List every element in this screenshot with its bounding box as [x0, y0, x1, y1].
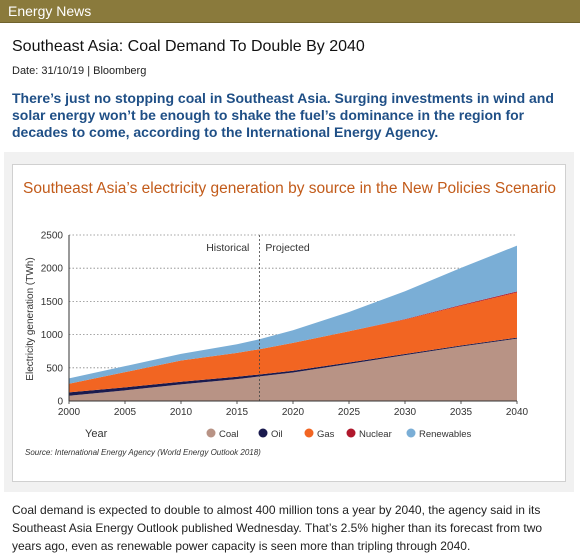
header-bar: Energy News — [0, 0, 580, 23]
legend-swatch-coal — [206, 428, 216, 438]
axis-layer: 0 500 1000 1500 2000 2500 Historical Projected 2… — [41, 231, 529, 419]
y-tick-label: 0 — [57, 397, 63, 408]
chart-card: Southeast Asia’s electricity generation … — [12, 164, 566, 482]
x-tick-label: 2015 — [226, 407, 249, 418]
legend-label-gas: Gas — [317, 429, 335, 440]
area-oil — [69, 337, 517, 396]
legend-swatch-nuclear — [346, 428, 356, 438]
area-renewables — [69, 245, 517, 384]
y-axis-label: Electricity generation (TWh) — [25, 257, 36, 380]
legend-label-oil: Oil — [271, 429, 283, 440]
legend-label-renewables: Renewables — [419, 429, 472, 440]
annotation-projected: Projected — [265, 242, 310, 254]
y-tick-label: 1000 — [41, 330, 64, 341]
x-tick-label: 2040 — [506, 407, 529, 418]
article-lead: There’s just no stopping coal in Southea… — [12, 90, 554, 140]
y-tick-label: 2000 — [41, 264, 64, 275]
article-meta: Date: 31/10/19 | Bloomberg — [12, 65, 147, 77]
x-tick-label: 2020 — [282, 407, 305, 418]
x-tick-label: 2025 — [338, 407, 361, 418]
legend-swatch-gas — [304, 428, 314, 438]
header-title: Energy News — [8, 3, 92, 19]
area-layer — [69, 245, 517, 401]
x-tick-label: 2000 — [58, 407, 81, 418]
legend-swatch-oil — [258, 428, 268, 438]
y-tick-label: 1500 — [41, 297, 64, 308]
x-tick-label: 2010 — [170, 407, 193, 418]
y-tick-label: 500 — [46, 363, 63, 374]
x-tick-label: 2005 — [114, 407, 137, 418]
article-body: Coal demand is expected to double to alm… — [12, 503, 543, 553]
article-title: Southeast Asia: Coal Demand To Double By… — [12, 38, 365, 55]
y-tick-label: 2500 — [41, 231, 64, 242]
chart-svg: Southeast Asia’s electricity generation … — [23, 180, 556, 457]
x-tick-label: 2030 — [394, 407, 417, 418]
chart-title: Southeast Asia’s electricity generation … — [23, 180, 556, 197]
legend-label-coal: Coal — [219, 429, 239, 440]
area-gas — [69, 292, 517, 393]
legend: Year Coal Oil Gas Nuclear Renewables — [85, 428, 472, 440]
chart-source: Source: International Energy Agency (Wor… — [25, 448, 261, 457]
annotation-historical: Historical — [206, 242, 249, 254]
legend-swatch-renewables — [406, 428, 416, 438]
x-axis-label: Year — [85, 428, 108, 440]
area-coal — [69, 338, 517, 401]
x-tick-label: 2035 — [450, 407, 473, 418]
legend-label-nuclear: Nuclear — [359, 429, 392, 440]
